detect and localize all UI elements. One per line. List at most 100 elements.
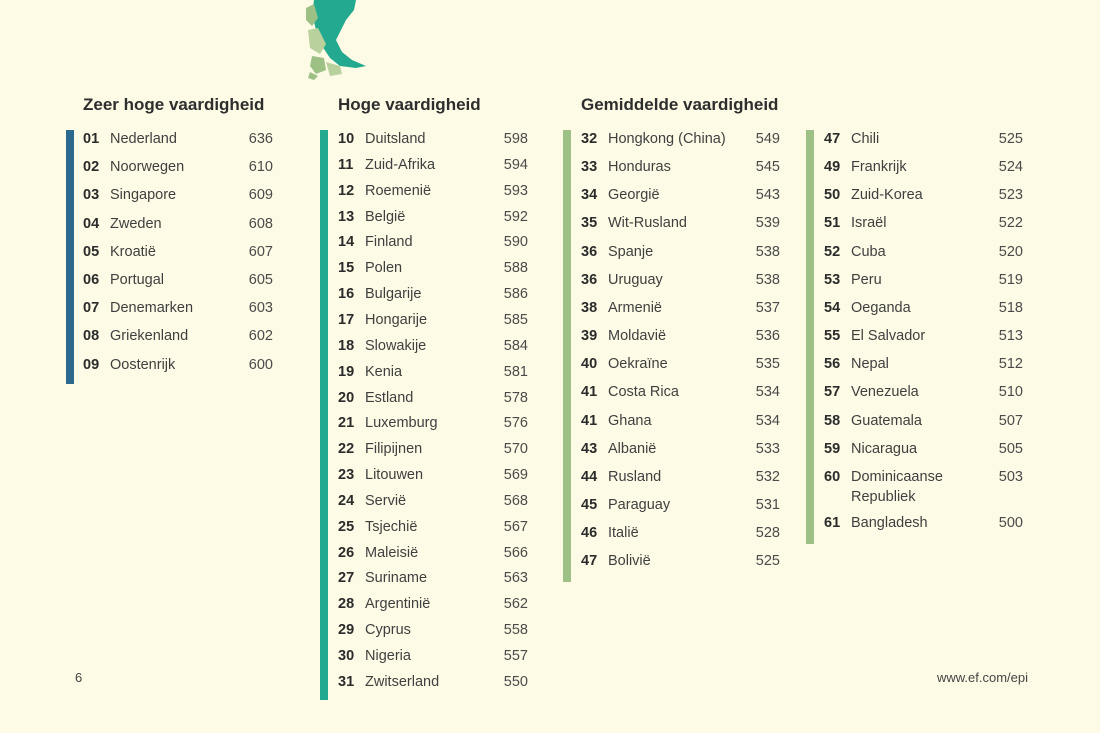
country-name: Ghana — [608, 412, 652, 429]
score-value: 545 — [755, 159, 780, 176]
score-value: 535 — [755, 356, 780, 373]
rank-number: 36 — [581, 243, 598, 260]
score-value: 581 — [503, 363, 528, 380]
rank-number: 52 — [824, 243, 841, 260]
score-value: 510 — [998, 384, 1023, 401]
country-name: Cuba — [851, 243, 886, 260]
country-name: Wit-Rusland — [608, 215, 687, 232]
country-name: Kroatië — [110, 243, 156, 260]
score-value: 585 — [503, 311, 528, 328]
rank-number: 21 — [338, 415, 355, 432]
score-value: 578 — [503, 389, 528, 406]
country-name: Spanje — [608, 243, 654, 260]
country-name: Oeganda — [851, 299, 911, 316]
country-name: Maleisië — [365, 544, 419, 561]
rank-number: 06 — [83, 272, 100, 288]
score-value: 600 — [248, 356, 273, 373]
rank-number: 11 — [338, 156, 354, 173]
country-name: Hongarije — [365, 311, 428, 328]
rank-number: 22 — [338, 441, 355, 458]
country-name: Polen — [365, 260, 403, 277]
rank-number: 17 — [338, 311, 355, 328]
score-value: 567 — [503, 518, 528, 535]
score-value: 558 — [503, 622, 528, 639]
rank-number: 47 — [581, 553, 598, 570]
score-value: 608 — [248, 215, 273, 232]
score-value: 522 — [998, 215, 1023, 232]
country-name: Oekraïne — [608, 356, 668, 373]
score-value: 523 — [998, 187, 1023, 204]
score-value: 586 — [503, 286, 528, 303]
rank-number: 18 — [338, 337, 355, 354]
score-value: 532 — [755, 468, 780, 485]
score-value: 512 — [998, 356, 1023, 373]
rank-number: 08 — [83, 328, 100, 345]
country-name: Chili — [851, 131, 880, 147]
page-number: 6 — [75, 670, 83, 685]
rank-number: 50 — [824, 187, 841, 204]
country-name: Moldavië — [608, 328, 667, 345]
score-value: 588 — [503, 260, 528, 277]
rank-number: 29 — [338, 622, 355, 639]
score-value: 549 — [755, 131, 780, 147]
rank-number: 58 — [824, 412, 841, 429]
rank-number: 53 — [824, 271, 841, 288]
country-name: Nepal — [851, 356, 889, 373]
rank-number: 15 — [338, 260, 355, 277]
band-bar-very-high — [66, 130, 74, 384]
rank-number: 47 — [824, 131, 841, 147]
score-value: 507 — [998, 412, 1023, 429]
country-name: Nigeria — [365, 648, 411, 664]
section-title-very-high: Zeer hoge vaardigheid — [83, 95, 265, 114]
score-value: 610 — [248, 159, 273, 176]
score-value: 536 — [755, 328, 780, 345]
score-value: 569 — [503, 467, 528, 484]
map-fragment-image — [306, 0, 366, 80]
country-name: Duitsland — [365, 131, 426, 147]
country-name: Griekenland — [110, 328, 189, 345]
score-value: 525 — [755, 553, 780, 570]
rank-number: 59 — [824, 440, 841, 457]
score-value: 607 — [248, 243, 273, 260]
rank-number: 26 — [338, 544, 355, 561]
country-name: Singapore — [110, 187, 177, 204]
band-bar-moderate-col1 — [563, 130, 571, 582]
country-name: Zuid-Korea — [851, 187, 923, 204]
rank-number: 05 — [83, 243, 100, 260]
score-value: 562 — [503, 596, 528, 613]
rank-number: 54 — [824, 299, 841, 316]
rank-number: 43 — [581, 440, 598, 457]
country-name: Hongkong (China) — [608, 131, 726, 147]
country-name: Slowakije — [365, 337, 427, 354]
country-name: Albanië — [608, 440, 657, 457]
country-name: Paraguay — [608, 496, 671, 513]
rank-number: 24 — [338, 492, 355, 509]
country-name: Oostenrijk — [110, 356, 176, 373]
country-name: Denemarken — [110, 300, 194, 317]
score-value: 584 — [503, 337, 528, 354]
rank-number: 56 — [824, 356, 841, 373]
country-name: Filipijnen — [365, 441, 423, 458]
section-title-moderate: Gemiddelde vaardigheid — [581, 95, 779, 114]
score-value: 609 — [248, 187, 273, 204]
rank-number: 35 — [581, 215, 598, 232]
country-name: Servië — [365, 492, 407, 509]
band-bar-high — [320, 130, 328, 700]
band-bar-moderate-col2 — [806, 130, 814, 544]
rank-number: 23 — [338, 467, 355, 484]
country-name: Litouwen — [365, 467, 424, 484]
score-value: 538 — [755, 271, 780, 288]
rank-number: 61 — [824, 514, 841, 531]
rank-number: 09 — [83, 356, 100, 373]
score-value: 603 — [248, 300, 273, 317]
score-value: 602 — [248, 328, 273, 345]
rank-number: 16 — [338, 286, 355, 303]
rank-number: 10 — [338, 131, 355, 147]
score-value: 537 — [755, 299, 780, 316]
rank-number: 45 — [581, 496, 598, 513]
country-name: Bulgarije — [365, 286, 422, 303]
country-name: Argentinië — [365, 596, 431, 613]
score-value: 528 — [755, 525, 780, 542]
score-value: 563 — [503, 570, 528, 587]
country-name: Uruguay — [608, 271, 663, 288]
